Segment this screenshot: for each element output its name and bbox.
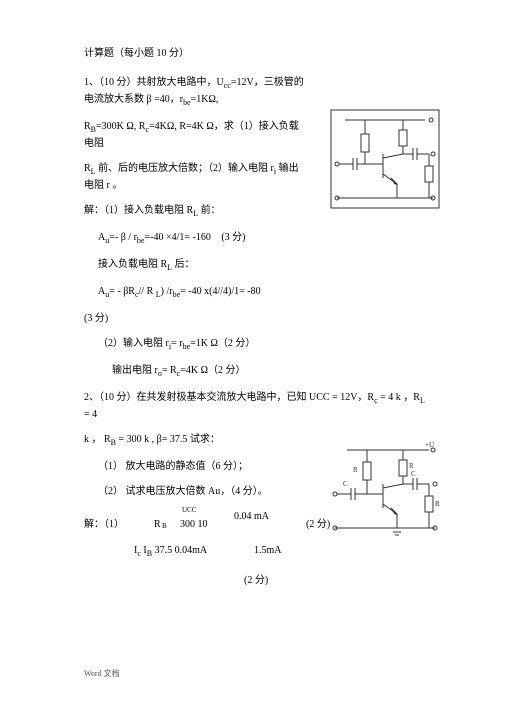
text: 2、（10 分）在共发射极基本交流放大电路中，已知 UCC = 12V，R: [84, 392, 374, 403]
p1-eq2: Au= - βRc// R L) /rbe= -40 x(4//4)/1= -8…: [84, 284, 425, 301]
sub: be: [183, 342, 191, 351]
calc-top: UCC: [182, 505, 196, 516]
p1-eq1: Au=- β / rbe=-40 ×4/1= -160 (3 分): [84, 230, 425, 247]
val: 1.5mA: [254, 543, 282, 558]
svg-text:R: R: [409, 462, 414, 470]
text: =- β / r: [109, 232, 137, 243]
text: 37.5 0.04mA: [152, 545, 207, 556]
p1-eq3: （2）输入电阻 ri= rbe=1K Ω（2 分）: [84, 336, 425, 353]
text: 接入负载电阻 R: [98, 259, 167, 270]
section-title: 计算题（每小题 10 分）: [84, 46, 425, 61]
text: 1、（10 分）共射放大电路中，U: [84, 77, 224, 88]
text: ) /r: [161, 286, 173, 297]
text: = - βR: [109, 286, 135, 297]
text: =1KΩ,: [191, 94, 219, 105]
val: 0.04 mA: [234, 509, 269, 524]
footer: Word 文档: [84, 668, 120, 680]
footer-doc: 文档: [104, 669, 120, 678]
p2-calc2-score: (2 分): [84, 573, 425, 588]
text: 前、后的电压放大倍数；（2）输入电阻 r: [96, 163, 274, 174]
text: 解：（1）接入负载电阻 R: [84, 205, 193, 216]
p2-line1: 2、（10 分）在共发射极基本交流放大电路中，已知 UCC = 12V，Rc =…: [84, 390, 425, 422]
text: 输出电阻 r: [112, 365, 158, 376]
text: R: [154, 517, 161, 532]
page: 计算题（每小题 10 分） 1、（10 分）共射放大电路中，Ucc=12V，三极…: [0, 0, 505, 714]
text: =1K Ω（2 分）: [190, 338, 255, 349]
text: k ， R: [84, 434, 111, 445]
svg-text:R: R: [435, 500, 440, 508]
text: =4K Ω（2 分）: [180, 365, 245, 376]
text: = -40 x(4//4)/1= -80: [180, 286, 260, 297]
text: = 300 k , β= 37.5 试求：: [116, 434, 220, 445]
p1-eq4: 输出电阻 ro= Rc=4K Ω（2 分）: [84, 363, 425, 380]
text: = 4: [84, 409, 97, 420]
text: R: [84, 163, 91, 174]
text: = R: [162, 365, 177, 376]
text: 后：: [172, 259, 195, 270]
sub: cc: [224, 81, 231, 90]
footer-word: Word: [84, 669, 104, 678]
text: （2）输入电阻 r: [98, 338, 169, 349]
text: =300K Ω, R: [96, 121, 145, 132]
p1-line3: RL 前、后的电压放大倍数；（2）输入电阻 ri 输出电阻 r 。: [84, 161, 304, 193]
p1-line2: RB=300K Ω, Rc=4KΩ, R=4K Ω，求（1）接入负载电阻: [84, 119, 304, 151]
p1-line1: 1、（10 分）共射放大电路中，Ucc=12V，三极管的电流放大系数 β =40…: [84, 75, 304, 109]
text: =-40 ×4/1= -160: [144, 232, 210, 243]
text: // R: [139, 286, 156, 297]
svg-text:R: R: [353, 466, 358, 474]
text: 300 10: [180, 517, 208, 532]
score: (3 分): [221, 232, 245, 243]
text: = 4 k ，R: [378, 392, 420, 403]
text: 前：: [198, 205, 221, 216]
svg-text:C: C: [343, 480, 348, 488]
sub: B: [162, 521, 167, 532]
sub: be: [183, 98, 191, 107]
circuit-diagram-2: +U R R: [325, 436, 445, 546]
circuit-diagram-1: [325, 104, 445, 214]
sol-label: 解：（1）: [84, 517, 124, 532]
p1-after-label: 接入负载电阻 RL 后：: [84, 257, 425, 274]
svg-text:+U: +U: [425, 441, 434, 449]
text: R: [84, 121, 91, 132]
p1-eq2-score: (3 分): [84, 311, 425, 326]
sub: L: [420, 396, 425, 405]
svg-text:C: C: [411, 470, 416, 478]
text: = r: [171, 338, 182, 349]
